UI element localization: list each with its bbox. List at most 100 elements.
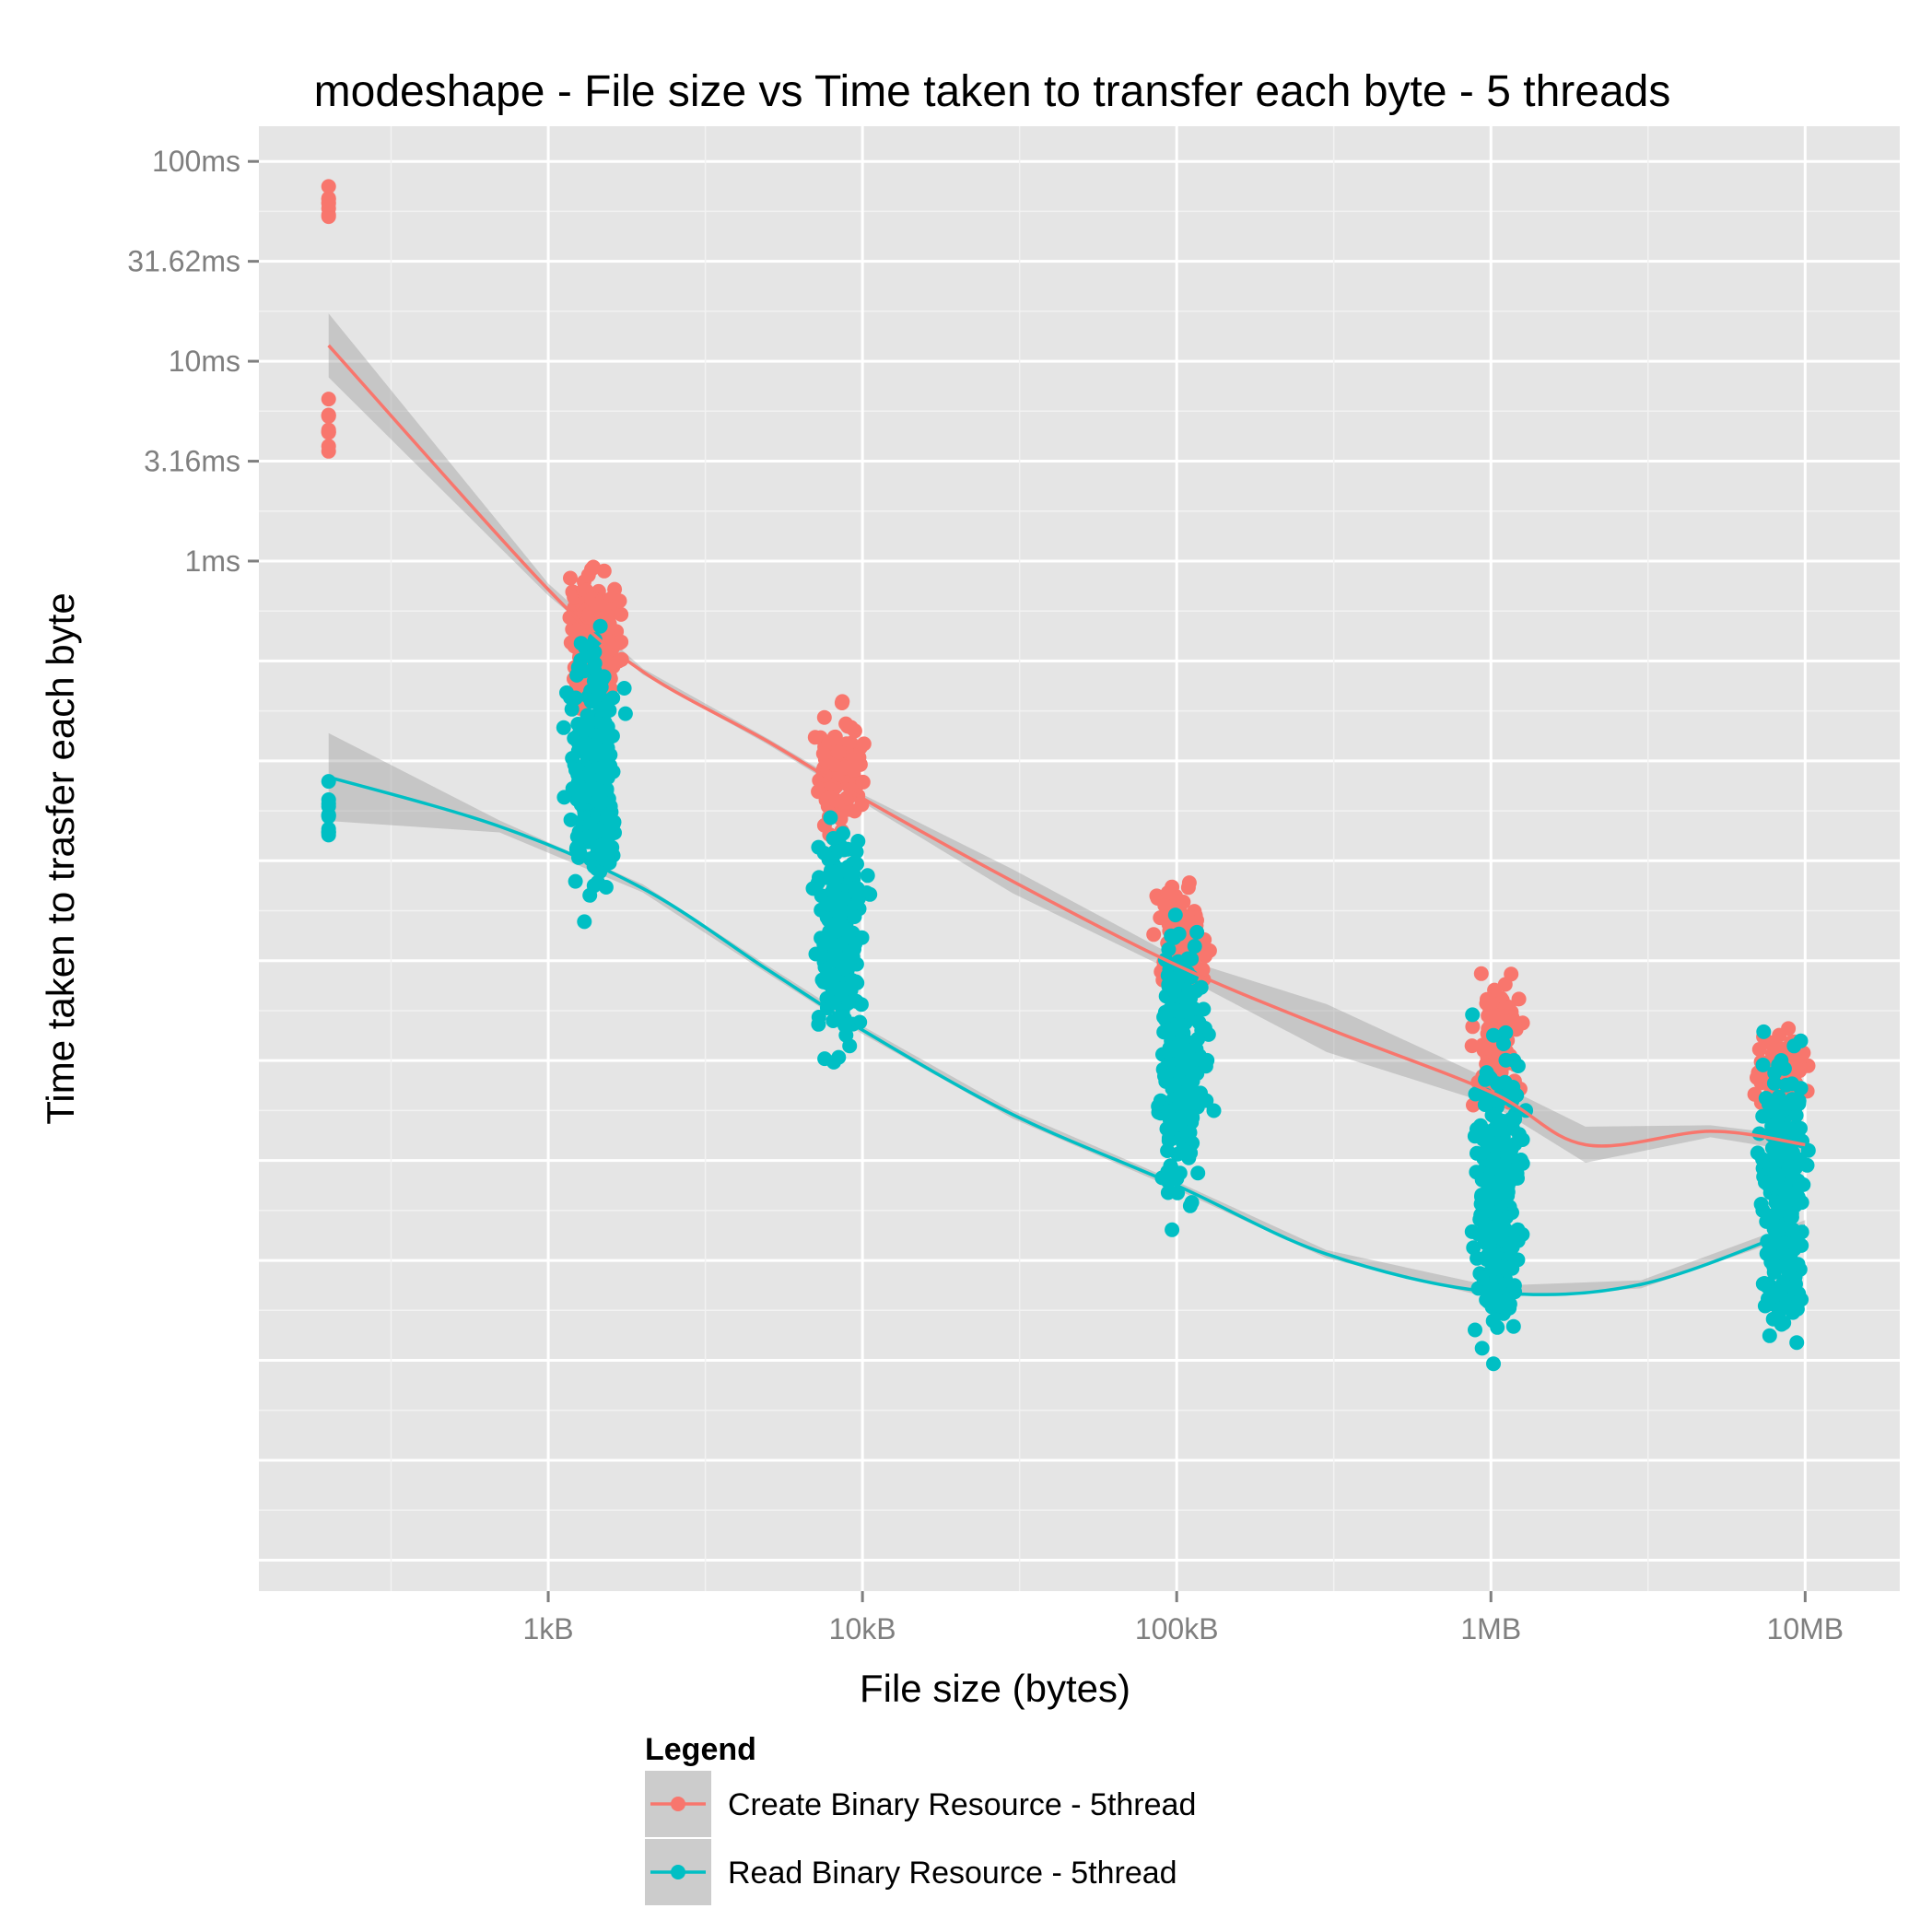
data-point [828,792,844,808]
data-point [1179,914,1195,930]
data-point [825,995,841,1011]
data-point [566,691,581,707]
data-point [831,981,847,997]
x-tick-label: 10MB [1767,1612,1844,1645]
data-point [1166,983,1182,999]
data-point [577,914,592,930]
data-point [321,407,336,423]
data-point [1751,1042,1767,1057]
data-point [1511,1156,1527,1172]
data-point [586,559,601,575]
data-point [1186,1001,1201,1016]
data-point [1481,1069,1497,1084]
data-point [1510,1252,1526,1268]
data-point [1471,1124,1487,1140]
data-point [567,731,582,746]
data-point [1161,1104,1176,1119]
data-point [1767,1065,1783,1081]
data-point [1165,1222,1180,1237]
data-point [1161,1133,1177,1148]
data-point [321,192,336,207]
data-point [1498,1052,1514,1068]
grid-lines [259,126,1900,1591]
data-point [556,720,571,735]
y-tick-label: 100ms [152,145,240,178]
data-point [1189,1066,1205,1082]
data-point [580,708,595,723]
data-point [807,730,823,745]
x-tick-label: 10kB [829,1612,896,1645]
data-point [1174,1003,1189,1019]
legend-point-1 [671,1797,685,1811]
data-point [1494,1299,1510,1315]
data-point [1465,1019,1481,1035]
data-point [591,686,607,702]
data-point [825,864,840,880]
data-point [846,866,861,882]
data-point [1778,1077,1794,1093]
data-point [321,792,336,807]
data-point [1762,1328,1777,1343]
data-point [1750,1070,1764,1085]
data-point [1506,1278,1522,1294]
legend-label-1: Create Binary Resource - 5thread [728,1787,1196,1822]
data-point [1175,1034,1190,1049]
x-tick-label: 1MB [1460,1612,1521,1645]
data-point [846,762,861,778]
data-point [1474,1172,1490,1188]
data-point [1157,897,1173,913]
data-point [1182,1111,1198,1127]
y-axis: 100ms 31.62ms 10ms 3.16ms 1ms [127,145,259,578]
data-point [819,976,835,990]
data-point [321,392,336,407]
data-point [1493,1230,1508,1246]
smooth-lines [327,344,1806,1296]
data-points [321,179,1816,1372]
data-point [1789,1335,1805,1351]
data-point [1766,1075,1782,1091]
data-point [849,844,864,860]
data-point [835,694,850,709]
data-point [849,881,865,896]
data-point [563,812,579,827]
chart-title: modeshape - File size vs Time taken to t… [314,67,1671,116]
data-point [1182,1198,1198,1213]
data-point [1189,1099,1205,1115]
data-point [1755,1276,1771,1292]
legend-title: Legend [645,1732,756,1767]
data-point [1477,1235,1493,1250]
smooth-line-2 [328,775,1806,1296]
data-point [612,593,627,609]
data-point [584,779,600,795]
data-point [1176,895,1191,909]
legend-label-2: Read Binary Resource - 5thread [728,1856,1177,1891]
data-point [1498,1000,1513,1015]
data-point [1505,1080,1521,1095]
data-point [616,681,632,696]
data-point [596,669,612,685]
data-point [843,720,859,735]
data-point [1781,1265,1797,1281]
data-point [1779,1248,1795,1264]
data-point [1786,1038,1802,1054]
data-point [1497,977,1513,992]
data-point [1778,1121,1794,1136]
data-point [1756,1024,1772,1039]
data-point [1762,1296,1776,1312]
data-point [838,1027,854,1043]
data-point [321,179,336,194]
data-point [1505,1239,1520,1255]
data-point [1481,1137,1496,1153]
data-point [600,807,615,823]
data-point [1488,1189,1504,1205]
data-point [1164,1160,1179,1176]
data-point [1493,1259,1509,1275]
data-point [1160,884,1176,900]
data-point [1776,1102,1792,1118]
y-tick-label: 31.62ms [127,245,240,278]
data-point [1505,1318,1521,1334]
x-axis: 1kB 10kB 100kB 1MB 10MB [522,1591,1844,1645]
data-point [1511,991,1527,1007]
data-point [321,439,336,454]
